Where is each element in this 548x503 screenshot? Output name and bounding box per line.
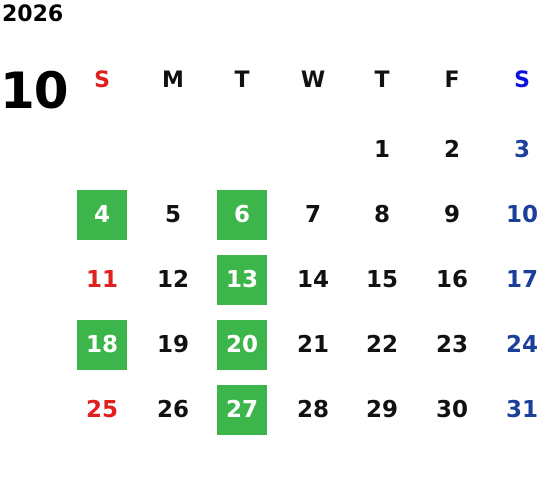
day: 22 xyxy=(365,332,398,358)
weekday-header: T xyxy=(374,67,390,93)
day: 7 xyxy=(304,202,321,228)
day: 26 xyxy=(156,397,189,423)
day: 25 xyxy=(85,397,118,423)
highlighted-day: 20 xyxy=(217,320,267,370)
weekday-header: T xyxy=(234,67,250,93)
day: 23 xyxy=(435,332,468,358)
day: 1 xyxy=(373,137,390,163)
day: 9 xyxy=(443,202,460,228)
day: 24 xyxy=(505,332,538,358)
day: 30 xyxy=(435,397,468,423)
weekday-header: S xyxy=(94,67,110,93)
day: 12 xyxy=(156,267,189,293)
day: 19 xyxy=(156,332,189,358)
weekday-header: M xyxy=(162,67,184,93)
day: 28 xyxy=(296,397,329,423)
month: 10 xyxy=(0,62,69,120)
day: 14 xyxy=(296,267,329,293)
day: 3 xyxy=(513,137,530,163)
day: 29 xyxy=(365,397,398,423)
day: 10 xyxy=(505,202,538,228)
day: 8 xyxy=(373,202,390,228)
weekday-header: W xyxy=(300,67,326,93)
day: 31 xyxy=(505,397,538,423)
day: 15 xyxy=(365,267,398,293)
weekday-header: F xyxy=(444,67,460,93)
day: 2 xyxy=(443,137,460,163)
day: 16 xyxy=(435,267,468,293)
day: 11 xyxy=(85,267,118,293)
highlighted-day: 27 xyxy=(217,385,267,435)
highlighted-day: 6 xyxy=(217,190,267,240)
weekday-header: S xyxy=(514,67,530,93)
day: 5 xyxy=(164,202,181,228)
day: 21 xyxy=(296,332,329,358)
highlighted-day: 4 xyxy=(77,190,127,240)
highlighted-day: 18 xyxy=(77,320,127,370)
day: 17 xyxy=(505,267,538,293)
highlighted-day: 13 xyxy=(217,255,267,305)
year: 2026 xyxy=(2,2,64,27)
